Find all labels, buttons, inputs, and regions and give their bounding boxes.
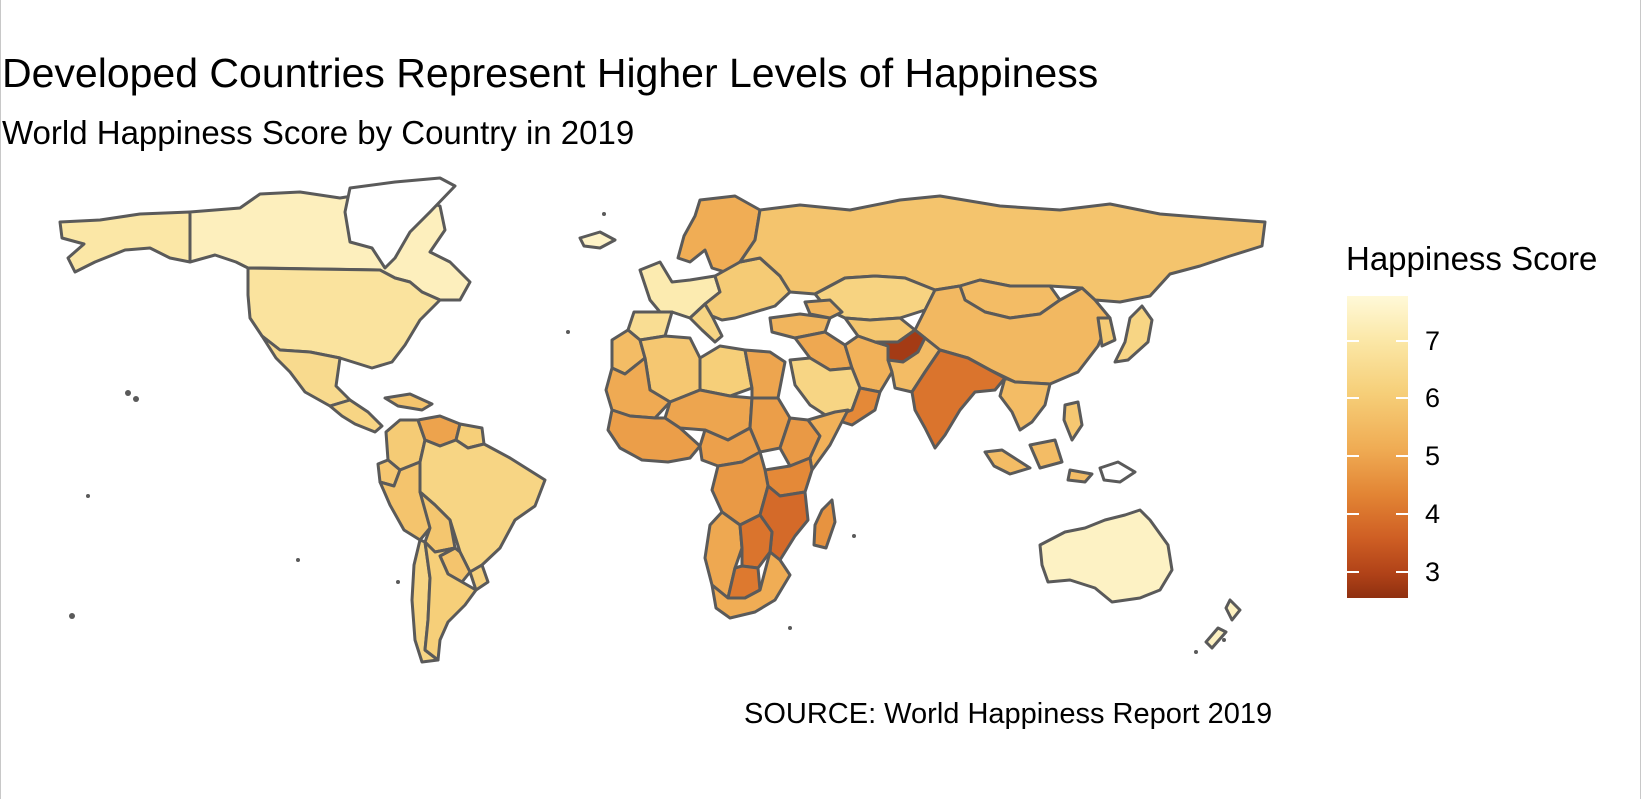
island-mauritius xyxy=(852,534,856,538)
legend-label-6: 6 xyxy=(1425,383,1441,413)
chart-subtitle: World Happiness Score by Country in 2019 xyxy=(2,114,635,151)
region-south-africa xyxy=(710,550,792,620)
island-pacific-5 xyxy=(1222,638,1226,642)
region-greenland xyxy=(343,176,457,270)
region-central-america xyxy=(328,398,384,434)
legend-label-5: 5 xyxy=(1425,441,1441,471)
region-indonesia xyxy=(983,438,1094,484)
island-atlantic xyxy=(788,626,792,630)
region-indochina xyxy=(998,376,1052,432)
island-hawaii xyxy=(125,390,131,396)
region-iceland xyxy=(578,230,617,250)
legend-title: Happiness Score xyxy=(1346,240,1598,277)
island-pacific-2 xyxy=(296,558,300,562)
legend-label-7: 7 xyxy=(1425,326,1441,356)
region-mauritania-mali xyxy=(604,356,672,420)
region-uruguay xyxy=(468,563,490,592)
region-zambia-zimbabwe xyxy=(738,513,774,570)
island-galapagos xyxy=(396,580,400,584)
region-philippines xyxy=(1062,400,1084,442)
region-united-states xyxy=(246,266,442,370)
region-caucasus xyxy=(803,298,844,320)
source-caption: SOURCE: World Happiness Report 2019 xyxy=(744,698,1273,730)
region-madagascar xyxy=(812,498,837,550)
island-azores xyxy=(566,330,570,334)
region-japan xyxy=(1113,304,1154,364)
region-korea xyxy=(1096,316,1117,348)
legend-colorbar xyxy=(1347,296,1408,598)
region-alaska xyxy=(58,210,192,274)
region-argentina xyxy=(423,540,478,662)
region-somalia xyxy=(806,408,850,472)
legend-label-4: 4 xyxy=(1425,499,1441,529)
island-pacific xyxy=(86,494,90,498)
island-pacific-3 xyxy=(69,613,75,619)
region-new-zealand xyxy=(1204,598,1242,650)
chart-title: Developed Countries Represent Higher Lev… xyxy=(2,50,1099,96)
region-india xyxy=(910,348,1007,450)
island-faroe xyxy=(602,212,606,216)
region-west-africa xyxy=(606,408,702,464)
island-hawaii-2 xyxy=(133,396,139,402)
region-egypt xyxy=(743,348,787,400)
island-pacific-4 xyxy=(1194,650,1198,654)
region-saudi-arabia xyxy=(788,356,862,420)
region-caribbean xyxy=(383,392,434,412)
region-australia xyxy=(1038,508,1174,604)
legend-label-3: 3 xyxy=(1425,557,1441,587)
region-papua-new-guinea xyxy=(1098,460,1137,484)
